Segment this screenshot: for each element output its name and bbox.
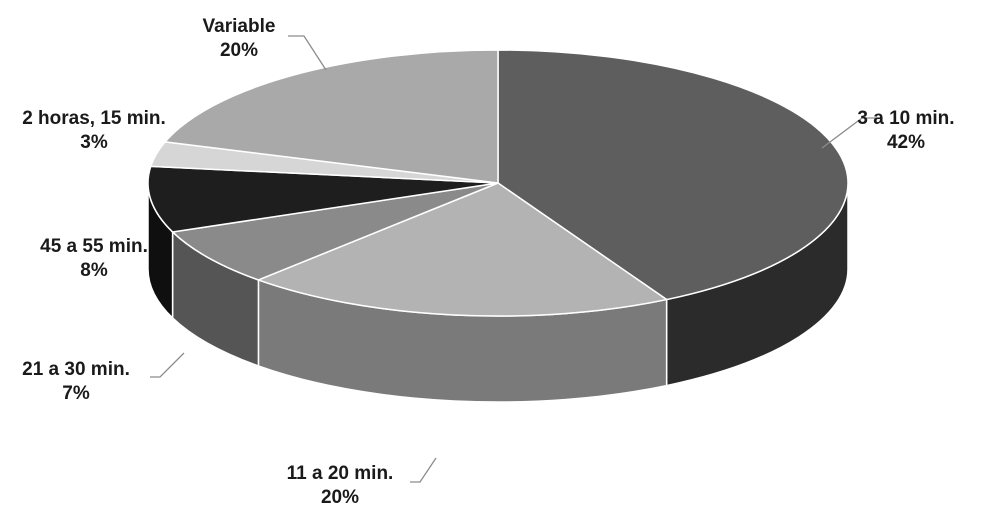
pie-sides bbox=[147, 182, 849, 403]
leader-line bbox=[288, 35, 327, 71]
pie-slice bbox=[497, 49, 849, 301]
slice-percent: 3% bbox=[80, 132, 108, 153]
slice-label: 21 a 30 min. bbox=[22, 359, 130, 380]
pie-slice bbox=[256, 182, 669, 317]
slice-percent: 20% bbox=[321, 487, 359, 508]
pie-slices bbox=[147, 49, 849, 317]
slice-label: Variable bbox=[203, 16, 276, 37]
pie-slice bbox=[170, 182, 499, 281]
slice-percent: 8% bbox=[80, 260, 108, 281]
pie-slice bbox=[147, 165, 499, 233]
slice-label: 45 a 55 min. bbox=[40, 236, 148, 257]
slice-label: 2 horas, 15 min. bbox=[22, 108, 166, 129]
leader-line bbox=[410, 457, 437, 483]
leader-line bbox=[821, 117, 878, 149]
slice-label: 11 a 20 min. bbox=[287, 463, 394, 484]
label-leaders bbox=[150, 35, 878, 483]
leader-line bbox=[150, 352, 185, 378]
pie-slice bbox=[163, 49, 499, 184]
slice-labels: 3 a 10 min. 42% 11 a 20 min. 20% 21 a 30 min… bbox=[22, 16, 954, 508]
slice-percent: 7% bbox=[62, 383, 90, 404]
slice-label: 3 a 10 min. bbox=[857, 108, 954, 129]
slice-percent: 20% bbox=[220, 40, 258, 61]
slice-percent: 42% bbox=[887, 132, 925, 153]
